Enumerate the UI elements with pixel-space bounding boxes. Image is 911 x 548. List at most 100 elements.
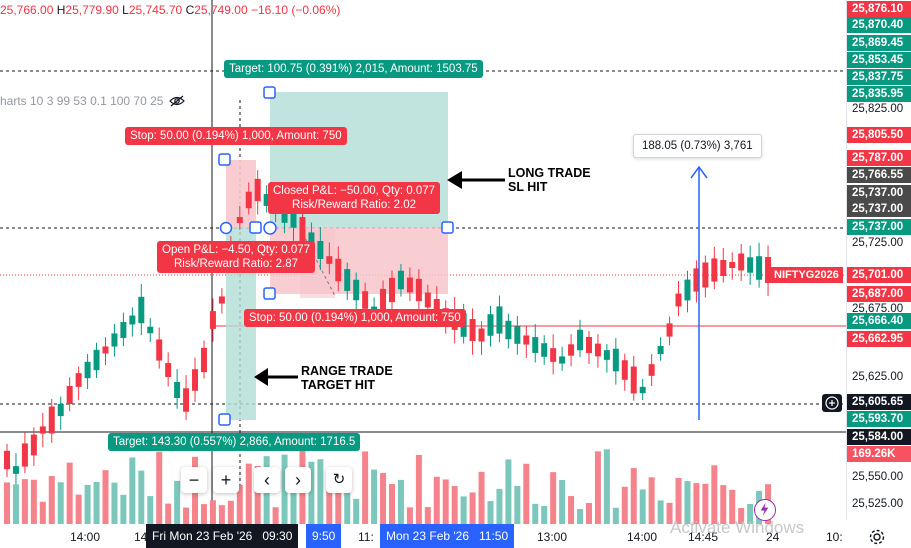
candle-body: [738, 253, 745, 271]
crosshair-day: Fri: [152, 529, 166, 543]
price-tag: 25,584.00: [847, 429, 911, 445]
target-handle[interactable]: [263, 86, 276, 99]
candle-body: [603, 350, 610, 360]
volume-bar: [747, 503, 754, 524]
volume-bar: [478, 471, 485, 524]
candle-body: [4, 450, 10, 470]
candle-body: [648, 364, 655, 376]
range-stop-handle[interactable]: [218, 153, 231, 166]
volume-bar: [129, 457, 136, 524]
volume-bar: [487, 501, 494, 524]
volume-bar: [406, 507, 413, 524]
volume-bar: [362, 451, 369, 524]
volume-bar: [738, 507, 745, 524]
zoom-in-button[interactable]: +: [213, 467, 239, 493]
range-entry-handle[interactable]: [219, 221, 233, 235]
volume-bars: [4, 449, 772, 524]
width-handle[interactable]: [441, 221, 454, 234]
price-tag: 25,805.50: [847, 127, 911, 143]
reset-chart-button[interactable]: ↻: [326, 467, 352, 493]
price-tag: 25,687.00: [847, 286, 911, 302]
volume-bar: [48, 475, 55, 524]
candle-body: [756, 256, 763, 280]
entry-handle[interactable]: [263, 221, 277, 235]
ticker-tag: NIFTYG2026: [770, 267, 843, 283]
price-tick: 25,725.00: [852, 237, 904, 249]
volume-bar: [568, 496, 575, 524]
crosshair-time-label: Fri Mon 23 Feb '26 09:30: [146, 524, 299, 548]
time-tick: 10:: [826, 530, 843, 544]
volume-bar: [603, 449, 610, 524]
time-axis[interactable]: 14:00 14 11: 13:00 14:00 14:45 24 10: Fr…: [0, 524, 846, 548]
candle-body: [621, 360, 628, 380]
trade-path-line: [299, 227, 336, 297]
volume-bar: [415, 454, 422, 524]
scroll-right-button[interactable]: ›: [285, 467, 311, 493]
price-tag: 25,853.45: [847, 52, 911, 68]
candles: [4, 170, 772, 485]
volume-bar: [496, 488, 503, 524]
candle-body: [21, 443, 28, 467]
candle-body: [12, 466, 19, 474]
range-width-handle[interactable]: [249, 221, 262, 234]
candle-body: [532, 337, 539, 353]
candle-body: [93, 349, 100, 371]
stop-handle[interactable]: [263, 287, 276, 300]
range-trade-arrowhead: [254, 368, 268, 386]
candle-body: [281, 207, 288, 223]
range-time-label: 9:50: [306, 524, 342, 548]
volume-bar: [675, 478, 682, 524]
candle-body: [415, 278, 422, 302]
volume-bar: [523, 463, 530, 524]
range-trade-annotation: RANGE TRADE TARGET HIT: [301, 364, 393, 392]
range-target-handle[interactable]: [218, 413, 231, 426]
candle-body: [111, 333, 118, 347]
candle-body: [299, 217, 306, 243]
candle-body: [165, 363, 172, 377]
candle-body: [702, 262, 709, 288]
candle-body: [102, 346, 109, 354]
price-tick: 25,525.00: [852, 498, 904, 510]
time-tick: 13:00: [537, 530, 568, 544]
candle-body: [75, 373, 82, 387]
volume-bar: [290, 469, 297, 524]
time-tick: 14:00: [627, 530, 658, 544]
volume-bar: [227, 500, 234, 524]
zoom-out-button[interactable]: −: [181, 467, 207, 493]
volume-bar: [451, 486, 458, 524]
price-axis[interactable]: 25,876.10 25,870.40 25,869.45 25,853.45 25,8…: [846, 0, 911, 520]
candle-body: [183, 388, 190, 412]
volume-bar: [30, 479, 37, 524]
candle-body: [496, 306, 503, 334]
add-alert-button[interactable]: [822, 394, 842, 412]
candle-body: [514, 326, 521, 344]
price-tag: 25,870.40: [847, 17, 911, 33]
time-tick: 14:00: [70, 530, 101, 544]
volume-bar: [326, 469, 333, 524]
candle-body: [594, 343, 601, 357]
candle-body: [290, 212, 297, 228]
candle-body: [720, 260, 727, 276]
long-annotation-line2: SL HIT: [508, 180, 548, 194]
volume-bar: [594, 451, 601, 524]
long-trade-arrowhead: [447, 171, 462, 189]
candle-body: [353, 279, 360, 301]
volume-bar: [138, 470, 145, 524]
volume-bar: [174, 480, 181, 524]
high-prefix: H: [56, 3, 66, 17]
indicator-legend[interactable]: harts 10 3 99 53 0.1 100 70 25: [0, 94, 186, 108]
price-tag: 25,766.55: [847, 167, 911, 183]
bolt-button[interactable]: [754, 499, 776, 521]
scroll-left-button[interactable]: ‹: [254, 467, 280, 493]
candle-body: [541, 343, 548, 357]
candle-body: [129, 315, 136, 325]
ohlc-legend: 25,766.00 H25,779.90 L25,745.70 C25,749.…: [0, 3, 340, 17]
volume-bar: [371, 469, 378, 524]
volume-bar: [165, 503, 172, 524]
volume-bar: [272, 507, 279, 524]
eye-crossed-icon[interactable]: [169, 95, 186, 107]
volume-bar: [532, 503, 539, 524]
gear-icon[interactable]: [868, 528, 886, 546]
volume-bar: [442, 479, 449, 524]
price-tag: 25,876.10: [847, 1, 911, 17]
